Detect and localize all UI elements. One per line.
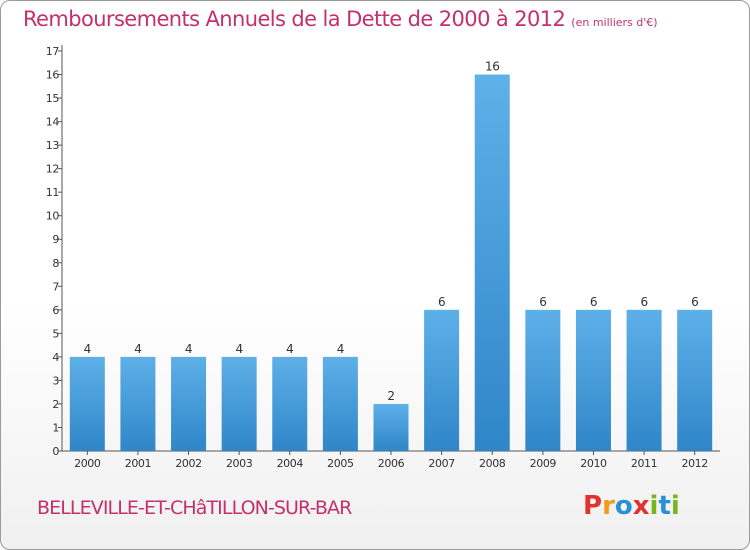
logo-letter: x [632, 491, 650, 521]
bar-2007 [424, 309, 460, 451]
bar-2006 [373, 403, 409, 451]
y-tick-label: 12 [46, 163, 59, 176]
bar-value-label: 16 [485, 60, 499, 74]
bar-2005 [322, 356, 358, 451]
bar-2003 [221, 356, 257, 451]
x-tick-label: 2004 [277, 457, 304, 470]
bar-value-label: 4 [134, 342, 141, 356]
bar-2002 [171, 356, 207, 451]
bar-2001 [120, 356, 156, 451]
y-tick-label: 11 [46, 186, 59, 199]
x-tick-label: 2006 [378, 457, 405, 470]
x-tick-label: 2009 [530, 457, 557, 470]
chart-unit: (en milliers d'€) [571, 16, 658, 29]
y-tick-label: 5 [52, 327, 59, 340]
logo-letter: i [649, 491, 659, 521]
proxiti-logo: Proxiti [583, 491, 680, 521]
bar-value-label: 4 [185, 342, 192, 356]
bar-2009 [525, 309, 561, 451]
bar-value-label: 4 [286, 342, 293, 356]
logo-letter: P [583, 491, 603, 521]
bar-value-label: 6 [539, 295, 546, 309]
bar-2011 [626, 309, 662, 451]
bar-2000 [69, 356, 105, 451]
y-tick-label: 9 [52, 233, 59, 246]
x-tick-label: 2003 [226, 457, 253, 470]
logo-letter: i [670, 491, 680, 521]
y-tick-label: 1 [52, 421, 59, 434]
y-tick-label: 10 [46, 210, 60, 223]
y-tick-label: 2 [52, 398, 59, 411]
x-tick-label: 2010 [580, 457, 607, 470]
bar-value-label: 6 [691, 295, 698, 309]
x-tick-label: 2001 [125, 457, 151, 470]
x-tick-label: 2002 [175, 457, 201, 470]
x-tick-label: 2000 [74, 457, 101, 470]
logo-letter: r [602, 491, 615, 521]
x-tick-label: 2007 [428, 457, 455, 470]
x-tick-label: 2012 [681, 457, 707, 470]
bar-value-label: 2 [387, 389, 394, 403]
bar-value-label: 6 [438, 295, 445, 309]
bar-2004 [272, 356, 308, 451]
y-tick-label: 17 [46, 45, 60, 58]
chart-title: Remboursements Annuels de la Dette de 20… [23, 7, 658, 31]
y-tick-label: 0 [52, 445, 59, 458]
logo-letter: t [658, 491, 671, 521]
y-tick-label: 4 [52, 351, 59, 364]
x-tick-label: 2008 [479, 457, 506, 470]
bar-value-label: 4 [337, 342, 344, 356]
bar-2012 [677, 309, 713, 451]
bar-2008 [474, 74, 510, 451]
bar-value-label: 4 [236, 342, 243, 356]
y-tick-label: 13 [46, 139, 60, 152]
bar-value-label: 6 [640, 295, 647, 309]
y-tick-label: 8 [52, 257, 59, 270]
y-tick-label: 6 [52, 304, 59, 317]
logo-letter: o [614, 491, 633, 521]
y-tick-label: 7 [52, 280, 59, 293]
y-tick-label: 3 [52, 374, 59, 387]
y-tick-label: 15 [46, 92, 60, 105]
y-tick-label: 16 [46, 69, 60, 82]
commune-name: BELLEVILLE-ET-CHâTILLON-SUR-BAR [37, 497, 352, 519]
y-tick-label: 14 [46, 116, 60, 129]
bar-2010 [575, 309, 611, 451]
bar-value-label: 6 [590, 295, 597, 309]
bar-value-label: 4 [84, 342, 91, 356]
x-tick-label: 2011 [631, 457, 657, 470]
x-tick-label: 2005 [327, 457, 354, 470]
chart-title-text: Remboursements Annuels de la Dette de 20… [23, 7, 566, 31]
